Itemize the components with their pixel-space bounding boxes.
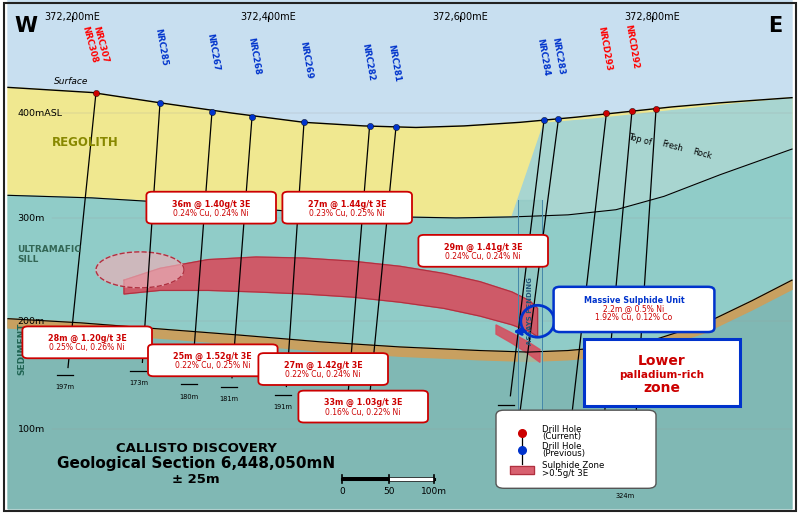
Text: 372,400mE: 372,400mE [240, 12, 296, 22]
Text: Massive Sulphide Unit: Massive Sulphide Unit [584, 296, 684, 305]
Text: 180m: 180m [179, 394, 198, 400]
Polygon shape [496, 325, 540, 362]
Polygon shape [8, 87, 792, 218]
Text: NRCD293: NRCD293 [597, 26, 613, 72]
Text: 100m: 100m [18, 425, 45, 434]
Text: ULTRAMAFIC: ULTRAMAFIC [18, 245, 82, 254]
Text: 315m: 315m [584, 481, 603, 487]
Text: (Previous): (Previous) [542, 449, 586, 458]
Text: >0.5g/t 3E: >0.5g/t 3E [542, 469, 589, 478]
Text: NRC282: NRC282 [360, 43, 376, 82]
Text: Lower: Lower [638, 354, 686, 368]
Text: Rock: Rock [692, 148, 713, 161]
Text: 0.25% Cu, 0.26% Ni: 0.25% Cu, 0.26% Ni [50, 343, 125, 352]
Text: (Current): (Current) [542, 432, 582, 442]
Text: NRC268: NRC268 [246, 37, 262, 76]
Polygon shape [8, 280, 792, 509]
Text: 27m @ 1.44g/t 3E: 27m @ 1.44g/t 3E [308, 199, 386, 209]
Text: Geological Section 6,448,050mN: Geological Section 6,448,050mN [57, 456, 335, 471]
Text: 0.24% Cu, 0.24% Ni: 0.24% Cu, 0.24% Ni [446, 252, 521, 261]
Text: 240m: 240m [554, 451, 573, 457]
Polygon shape [8, 280, 792, 361]
Text: 0.24% Cu, 0.24% Ni: 0.24% Cu, 0.24% Ni [174, 209, 249, 217]
Polygon shape [512, 99, 792, 217]
Text: 27m @ 1.42g/t 3E: 27m @ 1.42g/t 3E [284, 361, 362, 370]
Polygon shape [8, 0, 792, 127]
Polygon shape [342, 477, 389, 481]
Text: Surface: Surface [54, 77, 89, 86]
Text: 1.92% Cu, 0.12% Co: 1.92% Cu, 0.12% Co [595, 313, 673, 322]
Text: Sulphide Zone: Sulphide Zone [542, 461, 605, 470]
Polygon shape [510, 466, 534, 474]
Text: 29m @ 1.41g/t 3E: 29m @ 1.41g/t 3E [444, 243, 522, 252]
Text: 50: 50 [383, 487, 394, 497]
Text: NRC267: NRC267 [205, 33, 221, 72]
Text: 181m: 181m [219, 396, 238, 402]
Text: 25m @ 1.52g/t 3E: 25m @ 1.52g/t 3E [174, 352, 252, 361]
FancyBboxPatch shape [22, 326, 152, 358]
Text: Top of: Top of [627, 133, 653, 147]
Text: 191m: 191m [274, 404, 293, 410]
FancyBboxPatch shape [298, 391, 428, 423]
Text: zone: zone [643, 381, 681, 395]
FancyBboxPatch shape [282, 192, 412, 224]
Text: 186m: 186m [357, 414, 376, 420]
Text: NRC308: NRC308 [80, 25, 99, 64]
Text: Drill Hole: Drill Hole [542, 442, 582, 451]
Text: 2.2m @ 0.5% Ni: 2.2m @ 0.5% Ni [603, 304, 665, 313]
Text: 0.22% Cu, 0.25% Ni: 0.22% Cu, 0.25% Ni [175, 361, 250, 370]
Text: W: W [14, 16, 38, 36]
Text: 192m: 192m [334, 413, 354, 419]
FancyBboxPatch shape [418, 235, 548, 267]
FancyBboxPatch shape [148, 344, 278, 376]
Text: NRC284: NRC284 [535, 38, 551, 77]
FancyBboxPatch shape [554, 287, 714, 332]
FancyBboxPatch shape [258, 353, 388, 385]
Text: Fresh: Fresh [661, 139, 683, 154]
Text: 197m: 197m [55, 384, 74, 391]
FancyBboxPatch shape [584, 339, 740, 406]
Text: CALLISTO DISCOVERY: CALLISTO DISCOVERY [115, 442, 277, 455]
Text: NRC281: NRC281 [386, 44, 402, 83]
Text: NRC269: NRC269 [298, 41, 314, 80]
Text: 372,800mE: 372,800mE [624, 12, 680, 22]
Text: 372,600mE: 372,600mE [432, 12, 488, 22]
FancyBboxPatch shape [146, 192, 276, 224]
Polygon shape [96, 252, 184, 288]
Text: 372,200mE: 372,200mE [44, 12, 100, 22]
Text: 33m @ 1.03g/t 3E: 33m @ 1.03g/t 3E [324, 398, 402, 408]
Polygon shape [8, 149, 792, 352]
Text: SEDIMENT: SEDIMENT [18, 322, 26, 375]
Text: 192m: 192m [496, 414, 515, 420]
Text: Drill Hole: Drill Hole [542, 425, 582, 434]
Text: 0.22% Cu, 0.24% Ni: 0.22% Cu, 0.24% Ni [286, 370, 361, 379]
Text: NRC307: NRC307 [91, 25, 110, 64]
Text: 200m: 200m [18, 317, 45, 326]
Text: NRC283: NRC283 [550, 37, 566, 76]
Polygon shape [389, 477, 434, 481]
Text: 100m: 100m [422, 487, 447, 497]
Text: 28m @ 1.20g/t 3E: 28m @ 1.20g/t 3E [48, 334, 126, 343]
Text: NRC285: NRC285 [153, 28, 169, 67]
Text: NRCD292: NRCD292 [624, 24, 640, 70]
Text: REGOLITH: REGOLITH [52, 137, 118, 150]
Text: 173m: 173m [129, 380, 148, 387]
Text: 0.23% Cu, 0.25% Ni: 0.23% Cu, 0.25% Ni [310, 209, 385, 217]
Text: 240m: 240m [503, 442, 522, 448]
Text: 36m @ 1.40g/t 3E: 36m @ 1.40g/t 3E [172, 199, 250, 209]
Text: 0.16% Cu, 0.22% Ni: 0.16% Cu, 0.22% Ni [326, 408, 401, 416]
Text: 0: 0 [339, 487, 346, 497]
Text: SILL: SILL [18, 255, 39, 264]
FancyBboxPatch shape [496, 410, 656, 488]
Text: palladium-rich: palladium-rich [619, 370, 705, 380]
Text: 300m: 300m [18, 214, 45, 223]
Text: E: E [768, 16, 782, 36]
Text: ASSAYS PENDING: ASSAYS PENDING [527, 277, 534, 345]
Text: ± 25m: ± 25m [172, 472, 220, 486]
Polygon shape [518, 200, 542, 424]
Text: 324m: 324m [616, 493, 635, 500]
Text: 400mASL: 400mASL [18, 108, 62, 118]
Polygon shape [124, 257, 538, 337]
